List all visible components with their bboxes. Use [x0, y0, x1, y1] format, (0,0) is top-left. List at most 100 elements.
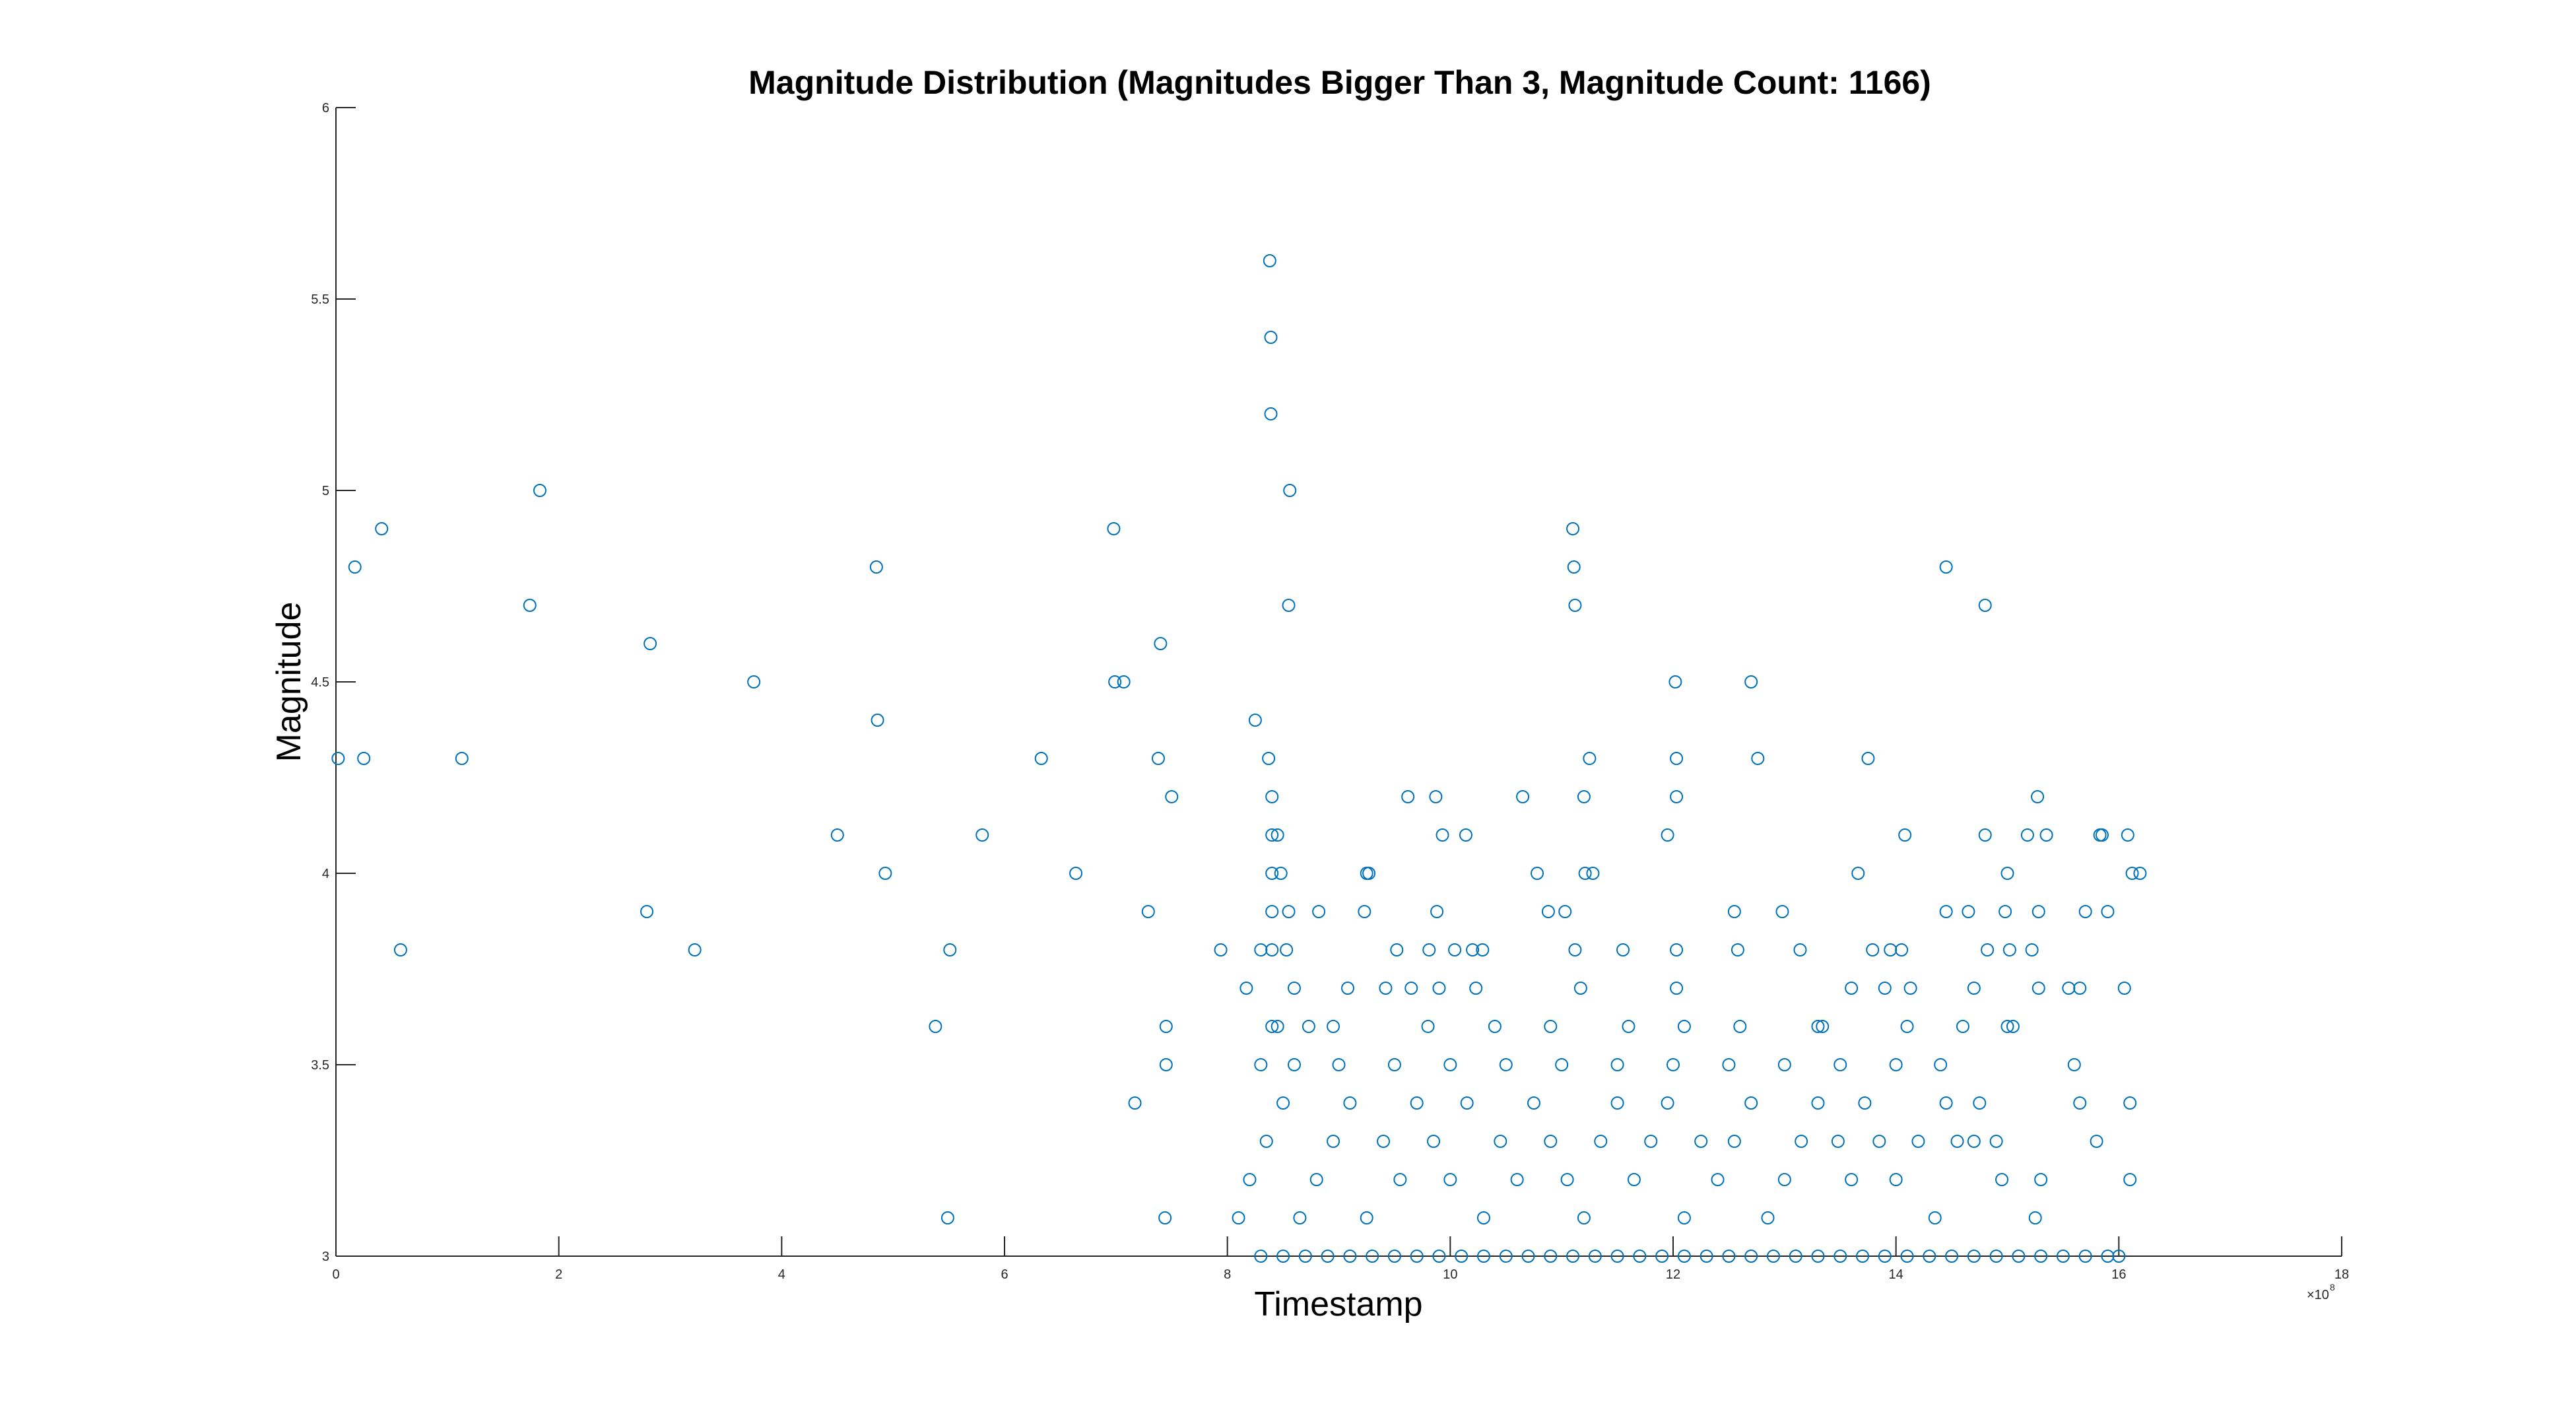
- data-point: [1923, 1250, 1936, 1263]
- data-point: [1856, 1250, 1870, 1263]
- data-point: [1263, 254, 1276, 267]
- data-point: [1276, 1096, 1290, 1110]
- data-point: [1455, 1250, 1469, 1263]
- data-point: [533, 484, 546, 497]
- data-point: [1831, 1135, 1845, 1148]
- data-point: [2125, 867, 2139, 880]
- y-tick-label: 4.5: [311, 675, 329, 690]
- data-point: [1282, 599, 1296, 612]
- data-point: [1978, 828, 1992, 842]
- data-point: [523, 599, 537, 612]
- y-tick-label: 3: [322, 1250, 329, 1264]
- data-point: [1667, 1058, 1680, 1071]
- axes: [335, 108, 2342, 1257]
- data-point: [1436, 828, 1449, 842]
- data-point: [1321, 1250, 1335, 1263]
- data-point: [1644, 1135, 1658, 1148]
- data-point: [1655, 1250, 1669, 1263]
- data-point: [1945, 1250, 1959, 1263]
- data-point: [975, 828, 989, 842]
- data-point: [1967, 1250, 1981, 1263]
- data-point: [1264, 331, 1278, 344]
- data-point: [1950, 1135, 1964, 1148]
- data-point: [1128, 1096, 1142, 1110]
- data-point: [830, 828, 844, 842]
- data-point: [1627, 1173, 1641, 1186]
- data-point: [1387, 1058, 1401, 1071]
- data-point: [1566, 1250, 1580, 1263]
- data-point: [1541, 905, 1555, 918]
- data-point: [871, 714, 884, 727]
- data-point: [1610, 1058, 1624, 1071]
- data-point: [1845, 1173, 1859, 1186]
- data-point: [1254, 943, 1268, 956]
- data-point: [1421, 1020, 1435, 1033]
- data-point: [1243, 1173, 1257, 1186]
- data-point: [2025, 943, 2039, 956]
- chart-title: Magnitude Distribution (Magnitudes Bigge…: [748, 64, 1931, 101]
- data-point: [1761, 1211, 1775, 1224]
- data-point: [688, 943, 702, 956]
- x-tick-label: 0: [332, 1267, 339, 1282]
- data-point: [2002, 943, 2016, 956]
- data-point: [1293, 1211, 1307, 1224]
- data-point: [1476, 943, 1490, 956]
- data-point: [1956, 1020, 1969, 1033]
- y-tick-label: 6: [322, 101, 329, 116]
- data-point: [1544, 1020, 1558, 1033]
- data-point: [1108, 675, 1122, 688]
- x-tick-label: 16: [2111, 1267, 2126, 1282]
- data-point: [1588, 1250, 1602, 1263]
- x-tick-label: 14: [1889, 1267, 1903, 1282]
- data-point: [1312, 905, 1326, 918]
- data-point: [1978, 599, 1992, 612]
- x-exponent-power: 8: [2330, 1282, 2335, 1292]
- data-point: [2028, 1211, 2042, 1224]
- data-point: [1366, 1250, 1379, 1263]
- data-point: [348, 560, 362, 574]
- data-point: [1427, 1135, 1441, 1148]
- data-point: [1900, 1020, 1914, 1033]
- data-point: [1911, 1135, 1925, 1148]
- data-point: [1460, 1096, 1474, 1110]
- data-point: [1264, 407, 1278, 420]
- data-point: [1248, 714, 1262, 727]
- data-point: [1107, 522, 1121, 535]
- data-point: [1567, 560, 1581, 574]
- y-axis-label: Magnitude: [270, 602, 308, 762]
- data-point: [1283, 484, 1297, 497]
- data-point: [1499, 1058, 1513, 1071]
- data-point: [1727, 1135, 1741, 1148]
- data-point: [1731, 943, 1744, 956]
- data-point: [2020, 828, 2034, 842]
- data-point: [1259, 1135, 1273, 1148]
- data-point: [1401, 790, 1415, 803]
- data-point: [1670, 982, 1684, 995]
- data-point: [1928, 1211, 1942, 1224]
- data-point: [1670, 943, 1684, 956]
- data-point: [1793, 943, 1807, 956]
- data-point: [1845, 982, 1859, 995]
- data-point: [1573, 982, 1587, 995]
- data-point: [1661, 828, 1674, 842]
- data-point: [1302, 1020, 1315, 1033]
- data-point: [2034, 1173, 2048, 1186]
- data-point: [1967, 1135, 1981, 1148]
- data-point: [1265, 905, 1279, 918]
- data-point: [1280, 943, 1294, 956]
- data-point: [1034, 752, 1048, 765]
- data-point: [1422, 943, 1436, 956]
- data-point: [1287, 1058, 1301, 1071]
- data-point: [1777, 1173, 1791, 1186]
- data-point: [1410, 1096, 1424, 1110]
- data-point: [1558, 905, 1572, 918]
- data-point: [1239, 982, 1253, 995]
- data-point: [1995, 1173, 2009, 1186]
- data-point: [1727, 905, 1741, 918]
- data-point: [1476, 1250, 1490, 1263]
- data-point: [1934, 1058, 1948, 1071]
- data-point: [375, 522, 389, 535]
- data-point: [1616, 943, 1630, 956]
- y-ticks: 3 3.5 4 4.5 5 5.5 6: [311, 101, 356, 1264]
- data-point: [1159, 1058, 1173, 1071]
